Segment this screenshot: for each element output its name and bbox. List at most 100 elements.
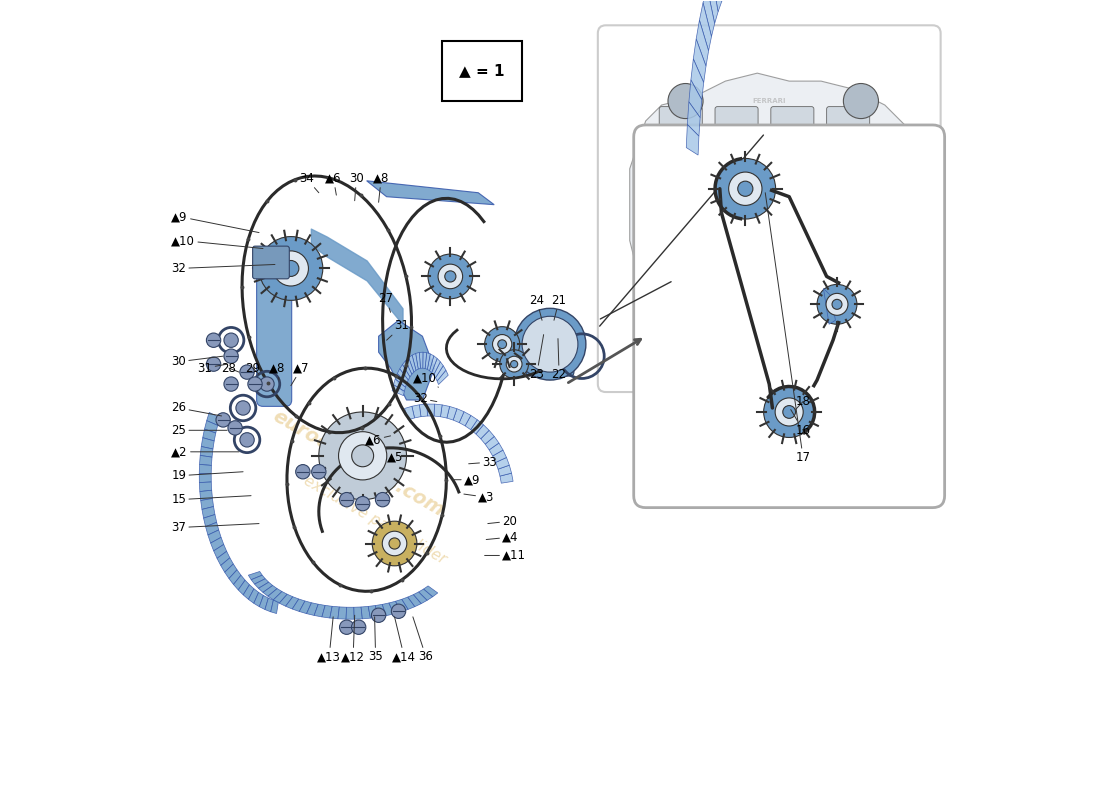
Circle shape: [224, 333, 239, 347]
Polygon shape: [436, 366, 446, 381]
Circle shape: [274, 251, 308, 286]
Text: ▲10: ▲10: [172, 234, 263, 249]
Polygon shape: [490, 443, 503, 456]
Circle shape: [826, 294, 848, 315]
Circle shape: [763, 386, 815, 438]
Circle shape: [207, 333, 221, 347]
Text: 18: 18: [795, 395, 811, 410]
Circle shape: [339, 432, 387, 480]
Text: 16: 16: [791, 410, 811, 437]
Text: 27: 27: [378, 292, 394, 312]
Circle shape: [676, 267, 727, 318]
Polygon shape: [208, 530, 221, 543]
Text: ▲ = 1: ▲ = 1: [460, 64, 505, 78]
Polygon shape: [691, 59, 704, 100]
Circle shape: [498, 340, 507, 349]
Polygon shape: [686, 125, 698, 155]
Circle shape: [844, 83, 879, 118]
Circle shape: [224, 377, 239, 391]
Polygon shape: [703, 0, 715, 37]
Polygon shape: [707, 0, 718, 23]
Circle shape: [514, 308, 586, 380]
Text: ▲6: ▲6: [365, 434, 390, 446]
FancyBboxPatch shape: [253, 246, 289, 279]
Polygon shape: [213, 545, 227, 558]
Circle shape: [340, 620, 354, 634]
Circle shape: [783, 406, 795, 418]
Text: 19: 19: [172, 470, 243, 482]
Polygon shape: [459, 412, 471, 426]
Polygon shape: [268, 589, 282, 600]
Text: ▲6: ▲6: [326, 172, 342, 195]
Polygon shape: [361, 606, 371, 619]
Polygon shape: [254, 592, 263, 606]
Polygon shape: [498, 465, 512, 476]
Polygon shape: [422, 352, 427, 369]
Polygon shape: [254, 578, 268, 588]
Text: 37: 37: [172, 521, 258, 534]
FancyBboxPatch shape: [442, 42, 522, 101]
Polygon shape: [419, 404, 428, 417]
Polygon shape: [260, 595, 268, 610]
Polygon shape: [243, 585, 254, 599]
Circle shape: [296, 465, 310, 479]
Polygon shape: [217, 551, 230, 566]
Polygon shape: [207, 412, 220, 426]
Polygon shape: [199, 482, 211, 491]
Polygon shape: [485, 437, 499, 450]
Circle shape: [444, 271, 455, 282]
Polygon shape: [346, 607, 354, 619]
Text: 34: 34: [299, 172, 319, 193]
Circle shape: [375, 493, 389, 507]
Text: ▲4: ▲4: [486, 530, 519, 544]
Polygon shape: [395, 374, 407, 387]
Text: ▲11: ▲11: [485, 549, 526, 562]
Text: 29: 29: [245, 362, 261, 374]
Polygon shape: [427, 404, 434, 416]
Circle shape: [224, 349, 239, 363]
Polygon shape: [366, 181, 494, 205]
Polygon shape: [419, 589, 432, 600]
Circle shape: [240, 365, 254, 379]
Text: ▲9: ▲9: [453, 474, 481, 486]
Polygon shape: [431, 358, 440, 375]
Circle shape: [728, 172, 762, 206]
FancyBboxPatch shape: [771, 106, 814, 143]
Polygon shape: [258, 582, 273, 592]
Polygon shape: [200, 446, 213, 457]
Circle shape: [235, 401, 250, 415]
Polygon shape: [440, 405, 450, 418]
Text: 24: 24: [529, 294, 544, 320]
Circle shape: [355, 497, 370, 511]
Text: eurocarparts.com: eurocarparts.com: [270, 407, 448, 521]
Polygon shape: [411, 405, 421, 418]
Polygon shape: [700, 2, 712, 50]
Polygon shape: [200, 498, 213, 510]
Text: exclusive parts slider: exclusive parts slider: [300, 473, 449, 566]
Text: 23: 23: [529, 334, 544, 381]
Polygon shape: [429, 356, 437, 373]
Polygon shape: [251, 575, 265, 584]
Circle shape: [311, 465, 326, 479]
Text: ▲9: ▲9: [172, 210, 258, 233]
Polygon shape: [315, 604, 326, 617]
Polygon shape: [403, 361, 411, 377]
Polygon shape: [286, 597, 299, 609]
Polygon shape: [427, 354, 433, 370]
Text: 25: 25: [172, 424, 227, 437]
Polygon shape: [500, 473, 513, 483]
Polygon shape: [629, 73, 916, 296]
Polygon shape: [389, 602, 402, 614]
FancyBboxPatch shape: [641, 229, 913, 312]
Polygon shape: [271, 600, 278, 614]
Polygon shape: [424, 586, 438, 597]
Polygon shape: [392, 385, 405, 396]
Text: 32: 32: [172, 262, 275, 275]
Text: 15: 15: [172, 493, 251, 506]
Polygon shape: [354, 607, 362, 619]
Polygon shape: [412, 354, 418, 370]
Polygon shape: [493, 450, 506, 462]
Polygon shape: [689, 80, 702, 118]
Circle shape: [428, 254, 473, 298]
Polygon shape: [199, 474, 211, 482]
